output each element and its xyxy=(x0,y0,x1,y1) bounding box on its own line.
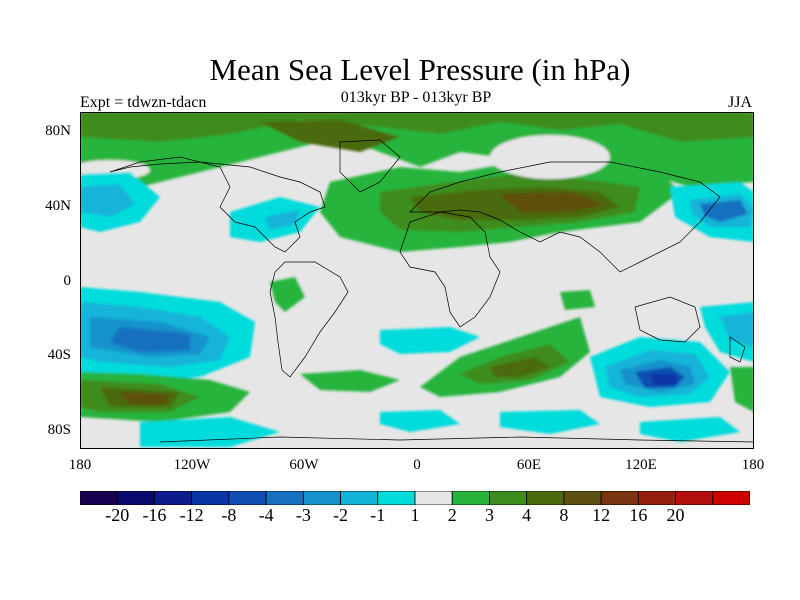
colorbar-swatch xyxy=(414,491,453,505)
colorbar-swatch xyxy=(154,491,193,505)
colorbar-tick-label: -1 xyxy=(370,505,386,525)
lon-label: 180 xyxy=(68,457,92,473)
colorbar-tick-label: 1 xyxy=(410,505,420,525)
colorbar-tick-label: 3 xyxy=(484,505,494,525)
colorbar-tick-label: 20 xyxy=(666,505,685,525)
colorbar-tick-label: -20 xyxy=(105,505,130,525)
colorbar-tick-label: 4 xyxy=(522,505,532,525)
colorbar-swatch xyxy=(265,491,304,505)
lat-label: 80N xyxy=(45,123,71,139)
lon-label: 180 xyxy=(741,457,765,473)
colorbar-tick-label: -2 xyxy=(333,505,349,525)
colorbar-tick-label: -3 xyxy=(295,505,311,525)
plot-subtitle: 013kyr BP - 013kyr BP xyxy=(340,89,492,106)
colorbar-swatch xyxy=(191,491,230,505)
colorbar xyxy=(80,491,750,505)
colorbar-tick-label: 2 xyxy=(447,505,457,525)
colorbar-swatch xyxy=(675,491,714,505)
colorbar-swatch xyxy=(600,491,639,505)
lon-label: 0 xyxy=(413,457,421,473)
lat-label: 40N xyxy=(45,198,71,214)
colorbar-tick-label: -16 xyxy=(142,505,167,525)
colorbar-swatch xyxy=(489,491,528,505)
colorbar-tick-label: 16 xyxy=(629,505,648,525)
colorbar-swatch xyxy=(712,491,750,505)
colorbar-swatch xyxy=(377,491,416,505)
colorbar-tick-label: 8 xyxy=(559,505,569,525)
lat-label: 40S xyxy=(47,347,71,363)
colorbar-swatch xyxy=(563,491,602,505)
plot-title: Mean Sea Level Pressure (in hPa) xyxy=(209,52,631,87)
colorbar-swatch xyxy=(302,491,341,505)
colorbar-swatch xyxy=(80,491,118,505)
map-frame xyxy=(80,112,754,449)
colorbar-tick-label: -8 xyxy=(221,505,237,525)
colorbar-swatch xyxy=(116,491,155,505)
colorbar-swatch xyxy=(637,491,676,505)
colorbar-tick-label: 12 xyxy=(592,505,611,525)
colorbar-tick-label: -12 xyxy=(179,505,204,525)
season-label: JJA xyxy=(727,94,752,111)
lon-label: 120E xyxy=(625,457,657,473)
lon-label: 60W xyxy=(289,457,319,473)
colorbar-tick-label: -4 xyxy=(258,505,274,525)
pressure-anomaly-map xyxy=(80,112,754,449)
colorbar-swatch xyxy=(340,491,379,505)
lat-label: 0 xyxy=(63,273,72,289)
coastlines xyxy=(109,139,754,443)
lon-label: 120W xyxy=(173,457,211,473)
lat-label: 80S xyxy=(47,422,71,438)
contour-fields xyxy=(80,112,754,447)
colorbar-swatch xyxy=(228,491,267,505)
experiment-label: Expt = tdwzn-tdacn xyxy=(80,94,207,111)
colorbar-swatch xyxy=(451,491,490,505)
colorbar-swatch xyxy=(526,491,565,505)
lon-label: 60E xyxy=(516,457,542,473)
